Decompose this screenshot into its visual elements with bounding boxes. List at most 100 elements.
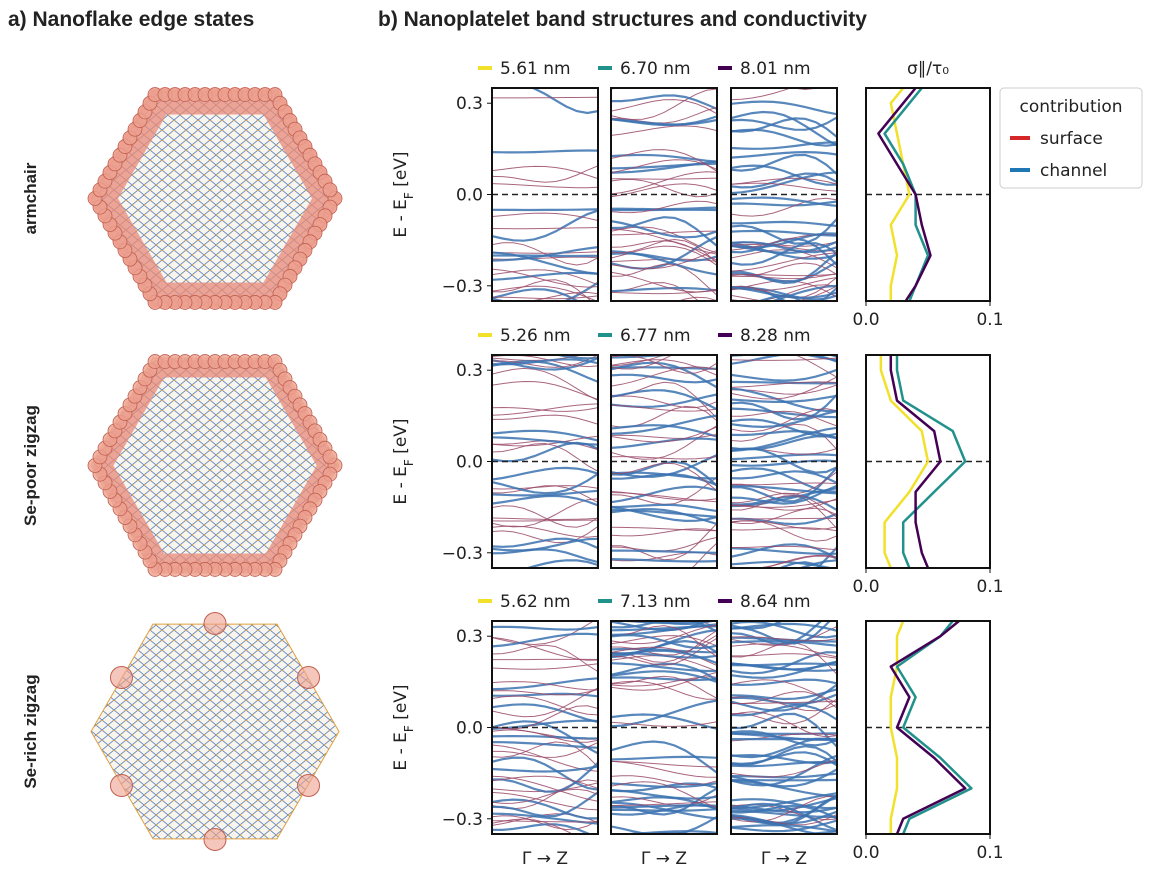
band-line [492, 583, 598, 584]
band-line [492, 444, 598, 472]
band-line [492, 404, 598, 415]
band-line [611, 382, 717, 418]
band-line [492, 97, 598, 98]
edge-atom [110, 667, 132, 689]
band-line [492, 382, 598, 400]
y-tick-label: 0.0 [456, 453, 483, 473]
legend-label: 6.70 nm [620, 59, 691, 79]
legend-label: surface [1040, 129, 1103, 149]
x-tick-label: 0.0 [852, 310, 879, 330]
figure: a) Nanoflake edge states b) Nanoplatelet… [0, 0, 1149, 873]
legend-label: 8.64 nm [740, 592, 811, 612]
legend-label: 5.26 nm [500, 326, 571, 346]
band-lines [731, 321, 837, 584]
band-line [492, 758, 598, 790]
x-tick-label: 0.1 [976, 577, 1003, 597]
edge-label: armchair [21, 162, 40, 234]
band-line [492, 688, 598, 717]
y-axis-label: E - EF [eV] [391, 684, 416, 770]
band-line [731, 102, 837, 115]
band-line [731, 644, 837, 657]
band-line [611, 529, 717, 536]
band-line [492, 627, 598, 630]
y-tick-label: −0.3 [442, 810, 483, 830]
band-line [611, 89, 717, 120]
band-line [611, 126, 717, 135]
band-line [731, 358, 837, 360]
band-line [611, 178, 717, 179]
edge-atom [298, 775, 320, 797]
sigma-title: σ∥/τ₀ [907, 59, 949, 79]
band-line [492, 301, 598, 315]
band-line [492, 431, 598, 441]
y-label-part: [eV] [391, 151, 411, 192]
band-line [492, 368, 598, 400]
band-line [611, 439, 717, 448]
band-lines [492, 63, 598, 334]
band-line [492, 305, 598, 310]
band-line [492, 767, 598, 772]
band-line [611, 348, 717, 352]
band-line [611, 319, 717, 323]
edge-atom [204, 829, 226, 851]
band-line [731, 617, 837, 619]
x-tick-label: 0.0 [852, 843, 879, 863]
band-line [492, 496, 598, 505]
band-line [731, 152, 837, 158]
band-lines [611, 339, 717, 602]
legend-label: 5.61 nm [500, 59, 571, 79]
band-line [731, 198, 837, 216]
y-tick-label: −0.3 [442, 277, 483, 297]
band-line [492, 296, 598, 299]
band-lines [492, 618, 598, 860]
y-label-part: [eV] [391, 684, 411, 725]
legend-label: 7.13 nm [620, 592, 691, 612]
edge-atom [323, 450, 337, 464]
x-tick-label: 0.1 [976, 310, 1003, 330]
band-line [611, 345, 717, 354]
band-lines [492, 329, 598, 585]
band-line [731, 308, 837, 316]
band-line [492, 824, 598, 837]
legend-label: 6.77 nm [620, 326, 691, 346]
band-line [492, 213, 598, 220]
band-x-label: Γ → Z [522, 849, 568, 869]
band-line [731, 117, 837, 129]
band-line [492, 506, 598, 527]
edge-atom [204, 613, 226, 635]
band-line [611, 701, 717, 727]
legend-label: 8.28 nm [740, 326, 811, 346]
band-line [731, 831, 837, 839]
band-line [731, 518, 837, 519]
band-line [492, 499, 598, 527]
band-line [492, 468, 598, 480]
legend-label: channel [1040, 161, 1107, 181]
band-line [611, 571, 717, 578]
flake-lattice [91, 624, 339, 839]
flake-lattice [91, 358, 339, 573]
band-line [492, 209, 598, 210]
band-line [611, 288, 717, 291]
nanoflake [88, 88, 342, 310]
edge-label: Se-rich zigzag [21, 674, 40, 788]
band-line [731, 370, 837, 381]
panel-a-title: a) Nanoflake edge states [8, 8, 254, 31]
edge-atom [298, 667, 320, 689]
legend-label: 5.62 nm [500, 592, 571, 612]
y-tick-label: 0.3 [456, 627, 483, 647]
legend-title: contribution [1019, 97, 1122, 117]
edge-label: Se-poor zigzag [21, 405, 40, 526]
band-line [492, 184, 598, 188]
band-line [492, 742, 598, 767]
band-line [611, 96, 717, 109]
band-line [611, 297, 717, 313]
band-line [611, 757, 717, 760]
y-tick-label: 0.3 [456, 94, 483, 114]
edge-atom [110, 775, 132, 797]
band-line [611, 251, 717, 274]
band-line [492, 618, 598, 644]
panel-b-title: b) Nanoplatelet band structures and cond… [378, 8, 867, 31]
y-tick-label: 0.0 [456, 186, 483, 206]
flake-lattice [91, 91, 339, 306]
band-line [492, 415, 598, 424]
